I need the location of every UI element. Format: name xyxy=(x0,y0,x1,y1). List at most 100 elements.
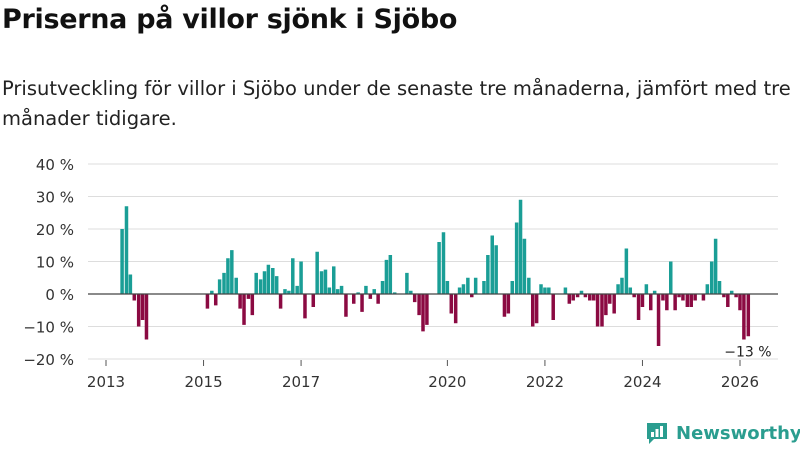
bar xyxy=(417,294,421,316)
bar xyxy=(722,294,726,298)
bar xyxy=(665,294,669,311)
bar xyxy=(380,281,385,294)
bar xyxy=(579,290,584,294)
bar xyxy=(210,290,214,294)
bar xyxy=(742,294,746,340)
bar xyxy=(425,294,429,325)
bar xyxy=(360,294,364,312)
bar xyxy=(132,294,137,301)
bar xyxy=(461,284,466,294)
y-tick-label: 30 % xyxy=(36,189,74,207)
bar xyxy=(457,287,462,294)
bar xyxy=(608,294,612,304)
newsworthy-logo[interactable]: Newsworthy xyxy=(644,420,800,446)
bar xyxy=(604,294,608,316)
bar xyxy=(583,294,588,298)
bar xyxy=(729,290,734,294)
x-tick-label: 2015 xyxy=(184,373,222,391)
bar xyxy=(628,287,633,294)
bar xyxy=(392,292,397,294)
bar xyxy=(351,294,356,304)
bar xyxy=(473,277,478,294)
bar xyxy=(364,285,368,294)
bar xyxy=(445,281,450,294)
bar xyxy=(388,255,393,294)
bar xyxy=(652,290,657,294)
bar xyxy=(339,285,344,294)
bar xyxy=(262,271,267,294)
bar xyxy=(713,238,718,294)
bar xyxy=(539,284,543,294)
bar xyxy=(250,294,255,316)
bar xyxy=(709,261,714,294)
bar xyxy=(482,281,486,294)
bar xyxy=(673,294,677,311)
bar xyxy=(278,294,283,309)
bar-chart: −20 %−10 %0 %10 %20 %30 %40 % 2013 2015 20… xyxy=(23,156,778,391)
bar xyxy=(514,222,519,294)
bar xyxy=(283,289,287,294)
bar xyxy=(140,294,145,320)
x-tick-label: 2020 xyxy=(428,373,466,391)
bar xyxy=(644,284,649,294)
bar xyxy=(656,294,661,346)
bar xyxy=(124,206,129,294)
bar xyxy=(600,294,604,327)
y-tick-label: −10 % xyxy=(23,319,74,337)
bar xyxy=(258,279,263,294)
bar xyxy=(254,272,258,294)
y-axis: −20 % −10 % 0 % 10 % 20 % 30 % 40 % xyxy=(23,156,74,369)
bar xyxy=(547,287,551,294)
bar xyxy=(372,289,376,294)
bar xyxy=(376,294,380,304)
bar xyxy=(624,248,629,294)
bar xyxy=(323,269,328,294)
y-tick-label: 20 % xyxy=(36,221,74,239)
bar xyxy=(685,294,690,307)
bars xyxy=(120,199,751,346)
bar xyxy=(551,294,555,320)
bar xyxy=(319,271,324,294)
bar xyxy=(595,294,600,327)
bar xyxy=(620,277,624,294)
bar xyxy=(486,255,490,294)
annotation-label: −13 % xyxy=(724,344,771,360)
annotation: −13 % xyxy=(724,344,771,360)
gridlines xyxy=(88,163,778,360)
chart-subtitle: Prisutveckling för villor i Sjöbo under … xyxy=(2,77,791,130)
bar xyxy=(205,294,210,309)
bar xyxy=(344,294,348,317)
bar xyxy=(677,294,681,298)
y-tick-label: 40 % xyxy=(36,156,74,174)
bar xyxy=(530,294,535,327)
bar xyxy=(693,294,697,301)
bar xyxy=(287,290,291,294)
bar xyxy=(246,294,251,299)
bar xyxy=(717,281,722,294)
x-tick-label: 2017 xyxy=(282,373,320,391)
bar xyxy=(315,251,319,294)
bar xyxy=(494,245,498,294)
bar xyxy=(226,258,230,294)
bar xyxy=(327,287,332,294)
bar xyxy=(466,277,470,294)
bar xyxy=(222,272,226,294)
bar xyxy=(701,294,706,301)
bar xyxy=(136,294,141,327)
bar xyxy=(734,294,738,298)
x-tick-label: 2026 xyxy=(721,373,759,391)
bar xyxy=(616,284,620,294)
bar xyxy=(705,284,710,294)
bar xyxy=(409,290,413,294)
y-tick-label: 10 % xyxy=(36,254,74,272)
bar xyxy=(421,294,425,332)
bar xyxy=(441,232,446,294)
bar xyxy=(502,294,507,317)
bar xyxy=(746,294,751,337)
bar xyxy=(681,294,685,301)
bar xyxy=(384,259,389,294)
newsworthy-logo-icon xyxy=(647,423,667,444)
bar xyxy=(527,277,531,294)
bar xyxy=(668,261,673,294)
bar xyxy=(266,264,271,294)
